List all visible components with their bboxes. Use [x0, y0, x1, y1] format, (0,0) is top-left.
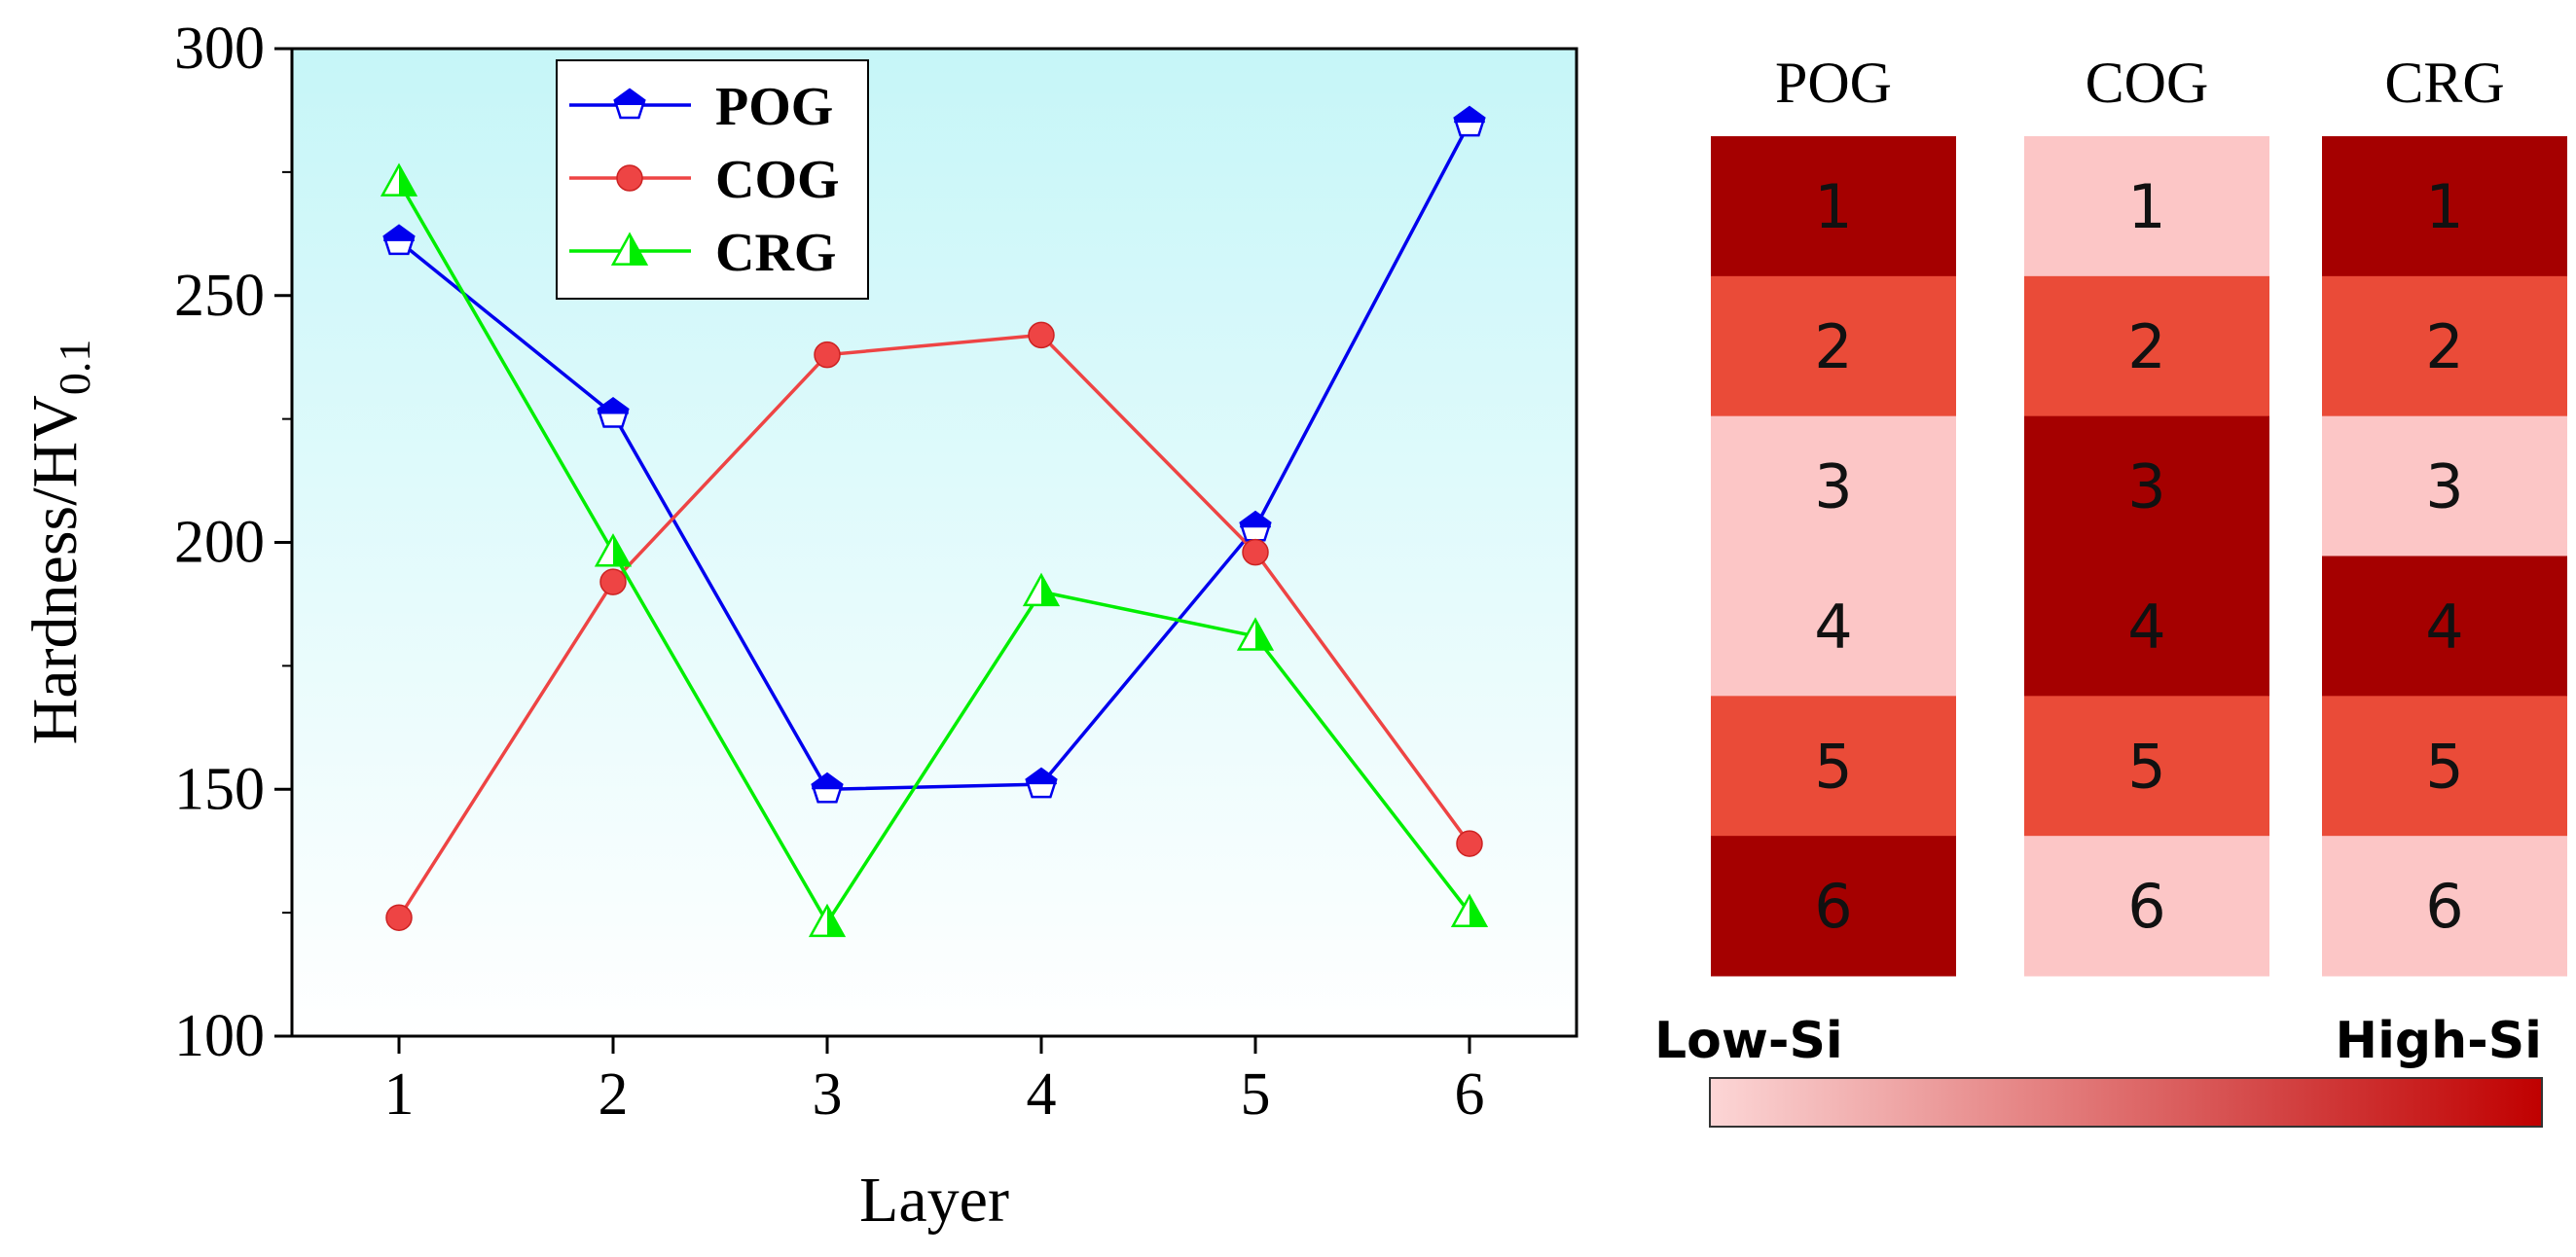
series-line-cog — [397, 333, 1471, 919]
heatmap-cell-label: 6 — [2425, 871, 2463, 942]
series-cog-marker — [1028, 321, 1055, 349]
series-crg-marker — [1236, 617, 1275, 651]
x-tick-label: 5 — [1241, 1061, 1271, 1128]
legend-label-crg: CRG — [715, 223, 836, 283]
heatmap-header-pog: POG — [1775, 51, 1892, 115]
plot-area — [290, 47, 1578, 1038]
heatmap-cell-pog-5 — [1711, 696, 1956, 837]
legend: POG COG CRG — [556, 59, 869, 300]
heatmap-cell-label: 1 — [1814, 171, 1852, 242]
series-pog-marker — [1025, 767, 1058, 799]
heatmap-cell-label: 6 — [1814, 871, 1852, 942]
heatmap-cell-pog-2 — [1711, 275, 1956, 417]
heatmap-cell-label: 4 — [1814, 591, 1852, 662]
heatmap-cell-label: 2 — [2127, 311, 2165, 382]
heatmap-cell-pog-6 — [1711, 836, 1956, 977]
series-pog-marker — [1239, 510, 1272, 542]
series-crg-marker — [380, 162, 418, 197]
heatmap-cell-cog-5 — [2024, 696, 2269, 837]
heatmap-columns: POG 1 2 3 4 5 6 COG 1 2 3 4 5 6 CRG 1 2 3 4 5 6 — [1711, 51, 2567, 977]
x-tick-label: 3 — [813, 1061, 843, 1128]
x-axis-title: Layer — [859, 1165, 1009, 1236]
y-axis-title: Hardness/HV0.1 — [19, 340, 99, 745]
heatmap-cell-label: 6 — [2127, 871, 2165, 942]
line-chart: 1 2 3 4 5 6 100 150 200 250 300 Layer Hardness/HV0… — [19, 16, 1578, 1236]
x-tick-label: 4 — [1027, 1061, 1057, 1128]
y-tick-label: 250 — [174, 263, 265, 329]
legend-label-pog: POG — [715, 77, 833, 137]
y-tick-label: 200 — [174, 510, 265, 576]
heatmap-cell-label: 2 — [2425, 311, 2463, 382]
heatmap-cell-cog-2 — [2024, 275, 2269, 417]
series-cog-marker — [814, 341, 841, 369]
heatmap-cell-cog-4 — [2024, 556, 2269, 697]
series-pog-marker — [811, 772, 844, 804]
legend-cog-marker — [616, 164, 643, 192]
series-line-crg — [397, 181, 1471, 926]
colorbar-high-label: High-Si — [2336, 1012, 2542, 1070]
y-tick-label: 150 — [174, 756, 265, 822]
heatmap-cell-pog-3 — [1711, 415, 1956, 557]
series-cog-marker — [385, 904, 413, 931]
heatmap-cell-crg-3 — [2322, 415, 2567, 557]
series-line-pog — [397, 122, 1471, 792]
heatmap-cell-crg-5 — [2322, 696, 2567, 837]
legend-crg-marker — [610, 232, 649, 266]
series-crg-marker — [1450, 893, 1489, 927]
series-pog-marker — [597, 397, 630, 428]
heatmap-cell-label: 4 — [2425, 591, 2463, 662]
heatmap-cell-cog-6 — [2024, 836, 2269, 977]
series-pog-marker — [382, 224, 416, 256]
colorbar — [1709, 1077, 2543, 1128]
legend-items: POG COG CRG — [569, 77, 840, 283]
heatmap-cell-crg-2 — [2322, 275, 2567, 417]
heatmap-header-crg: CRG — [2384, 51, 2504, 115]
heatmap-cell-label: 5 — [2425, 731, 2463, 802]
y-tick-label: 300 — [174, 16, 265, 82]
heatmap-cell-label: 5 — [2127, 731, 2165, 802]
heatmap-cell-label: 3 — [2425, 451, 2463, 522]
series-crg-marker — [808, 903, 847, 938]
series-crg-marker — [1022, 572, 1061, 607]
series-crg-marker — [594, 533, 633, 567]
series-markers — [380, 105, 1489, 938]
heatmap-cell-label: 1 — [2425, 171, 2463, 242]
heatmap-cell-pog-1 — [1711, 136, 1956, 277]
series-lines — [397, 122, 1471, 926]
heatmap-cell-label: 5 — [1814, 731, 1852, 802]
heatmap-cell-pog-4 — [1711, 556, 1956, 697]
heatmap-cell-crg-4 — [2322, 556, 2567, 697]
heatmap-cell-label: 2 — [1814, 311, 1852, 382]
series-cog-marker — [1242, 538, 1269, 566]
axis-ticks: 1 2 3 4 5 6 100 150 200 250 300 — [174, 16, 1485, 1128]
legend-pog-marker — [613, 88, 646, 120]
colorbar-low-label: Low-Si — [1654, 1012, 1843, 1070]
heatmap-cell-label: 3 — [2127, 451, 2165, 522]
series-cog-marker — [1456, 830, 1483, 857]
series-pog-marker — [1453, 105, 1486, 137]
heatmap-header-cog: COG — [2086, 51, 2209, 115]
y-tick-label: 100 — [174, 1003, 265, 1069]
heatmap-cell-crg-6 — [2322, 836, 2567, 977]
legend-label-cog: COG — [715, 150, 840, 210]
heatmap-cell-cog-1 — [2024, 136, 2269, 277]
series-cog-marker — [599, 568, 627, 595]
x-tick-label: 6 — [1455, 1061, 1485, 1128]
heatmap-cell-label: 3 — [1814, 451, 1852, 522]
x-tick-label: 2 — [599, 1061, 629, 1128]
heatmap-cell-cog-3 — [2024, 415, 2269, 557]
heatmap: POG 1 2 3 4 5 6 COG 1 2 3 4 5 6 CRG 1 2 3 4 5 6 Low-Si High-… — [1654, 51, 2567, 1128]
heatmap-cell-label: 1 — [2127, 171, 2165, 242]
heatmap-cell-crg-1 — [2322, 136, 2567, 277]
x-tick-label: 1 — [384, 1061, 415, 1128]
heatmap-cell-label: 4 — [2127, 591, 2165, 662]
